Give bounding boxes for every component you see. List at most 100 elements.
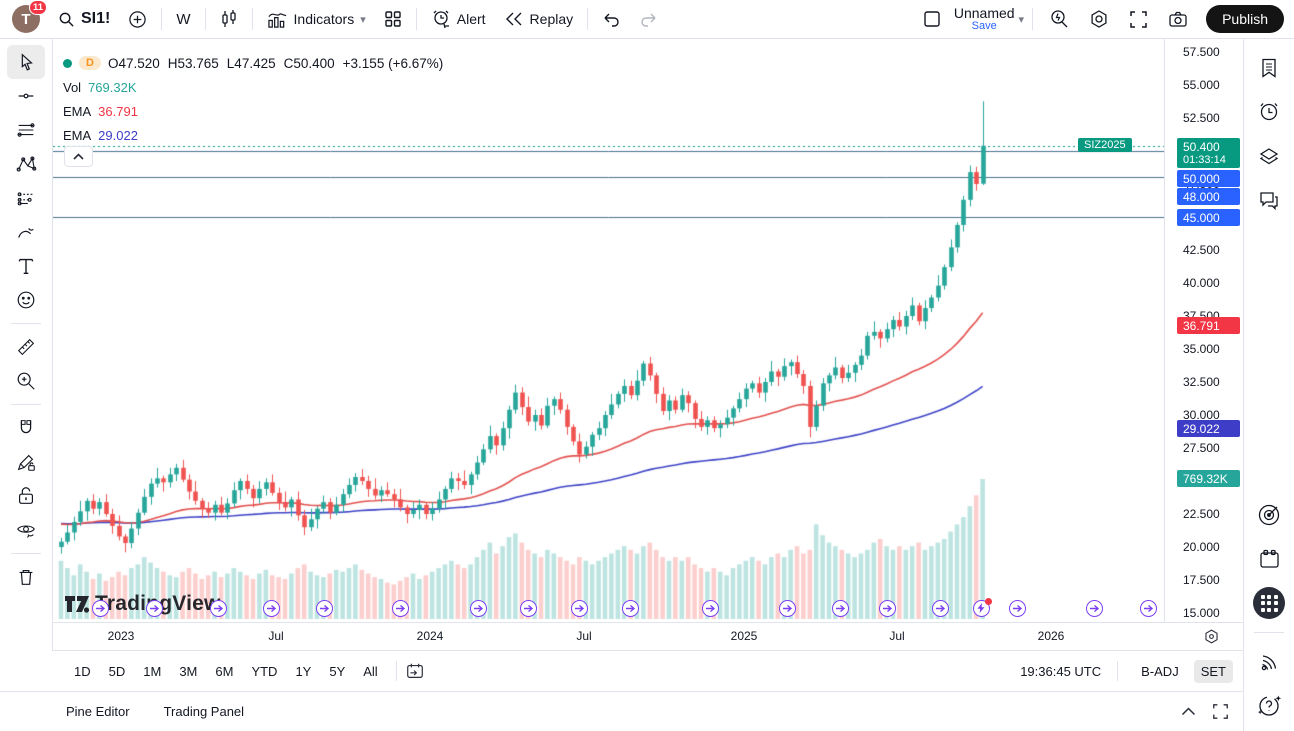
range-5d[interactable]: 5D	[108, 663, 126, 679]
trading-panel-tab[interactable]: Trading Panel	[163, 704, 245, 719]
tradingview-watermark: TradingView	[64, 592, 221, 616]
rollover-marker-current[interactable]	[972, 597, 992, 617]
rollover-marker[interactable]	[519, 599, 537, 617]
session-toggle[interactable]: SET	[1193, 659, 1233, 683]
time-axis[interactable]: 2023 Jul 2024 Jul 2025 Jul 2026	[53, 622, 1243, 650]
tool-zoom-in[interactable]	[7, 364, 45, 398]
range-1y[interactable]: 1Y	[295, 663, 312, 679]
rollover-marker[interactable]	[262, 599, 280, 617]
tool-fib-lines[interactable]	[7, 113, 45, 147]
tool-hide-drawings[interactable]	[7, 513, 45, 547]
alert-clock-icon	[431, 9, 451, 29]
tool-brush[interactable]	[7, 215, 45, 249]
date-range-toolbar: 1D 5D 1M 3M 6M YTD 1Y 5Y All 19:36:45 UTC B-ADJ …	[0, 650, 1243, 691]
clock-utc[interactable]: 19:36:45 UTC	[1020, 663, 1102, 679]
expand-panel-chevron-icon[interactable]	[1181, 707, 1196, 716]
rollover-marker[interactable]	[91, 599, 109, 617]
rollover-marker[interactable]	[701, 599, 719, 617]
tool-lock-all[interactable]	[7, 479, 45, 513]
collapse-lines-button[interactable]	[64, 146, 93, 167]
rollover-marker[interactable]	[145, 599, 163, 617]
rollover-marker[interactable]	[831, 599, 849, 617]
time-tick-2026: 2026	[1037, 629, 1065, 643]
object-tree-icon[interactable]	[1249, 137, 1289, 175]
legend-ema2-row[interactable]: EMA 29.022	[63, 123, 443, 147]
chart-pane[interactable]: D O47.520 H53.765 L47.425 C50.400 +3.155 (+6…	[53, 39, 1164, 622]
price-chart-canvas[interactable]	[53, 39, 1164, 622]
alerts-icon[interactable]	[1249, 93, 1289, 131]
rollover-marker[interactable]	[469, 599, 487, 617]
price-label-50.400: 50.400 01:33:14	[1177, 138, 1240, 168]
rollover-marker[interactable]	[1008, 599, 1026, 617]
settings-button[interactable]	[1081, 5, 1117, 33]
range-5y[interactable]: 5Y	[329, 663, 346, 679]
delayed-data-badge[interactable]: D	[79, 56, 101, 70]
tool-emoji[interactable]	[7, 283, 45, 317]
interval-button[interactable]: W	[168, 7, 198, 32]
legend-main-row[interactable]: D O47.520 H53.765 L47.425 C50.400 +3.155 (+6…	[63, 51, 443, 75]
quick-search-button[interactable]	[1041, 5, 1077, 33]
compare-add-button[interactable]	[120, 6, 155, 33]
range-3m[interactable]: 3M	[179, 663, 198, 679]
pine-editor-tab[interactable]: Pine Editor	[66, 704, 130, 719]
save-link[interactable]: Save	[971, 19, 997, 32]
rollover-marker[interactable]	[621, 599, 639, 617]
chat-icon[interactable]	[1249, 181, 1289, 219]
rollover-marker[interactable]	[391, 599, 409, 617]
rollover-marker[interactable]	[209, 599, 227, 617]
indicators-icon	[267, 10, 288, 29]
tool-projection[interactable]	[7, 181, 45, 215]
rollover-marker[interactable]	[778, 599, 796, 617]
calendar-icon[interactable]	[1249, 540, 1289, 578]
layout-select-button[interactable]	[914, 5, 950, 33]
range-ytd[interactable]: YTD	[251, 663, 278, 679]
replay-icon	[504, 11, 524, 27]
rollover-marker[interactable]	[570, 599, 588, 617]
help-icon[interactable]	[1249, 687, 1289, 725]
streams-icon[interactable]	[1249, 643, 1289, 681]
chevron-down-icon[interactable]: ▾	[1018, 13, 1025, 26]
watchlist-icon[interactable]	[1249, 49, 1289, 87]
go-to-date-icon[interactable]	[405, 661, 425, 681]
tool-edit-lock[interactable]	[7, 445, 45, 479]
legend-volume-row[interactable]: Vol 769.32K	[63, 75, 443, 99]
tool-text[interactable]	[7, 249, 45, 283]
layout-name-button[interactable]: Unnamed Save	[954, 6, 1015, 32]
rollover-marker[interactable]	[1085, 599, 1103, 617]
price-label-45.000: 45.000	[1177, 209, 1240, 227]
symbol-search-button[interactable]: SI1!	[50, 6, 118, 32]
chart-style-button[interactable]	[212, 5, 246, 33]
apps-grid-icon[interactable]	[1249, 584, 1289, 622]
maximize-panel-icon[interactable]	[1212, 703, 1229, 720]
publish-button[interactable]: Publish	[1206, 5, 1284, 33]
range-1d[interactable]: 1D	[74, 663, 91, 679]
tool-magnet[interactable]	[7, 411, 45, 445]
tool-xabcd-pattern[interactable]	[7, 147, 45, 181]
range-all[interactable]: All	[363, 663, 378, 679]
tool-cursor[interactable]	[7, 45, 45, 79]
rollover-marker[interactable]	[1139, 599, 1157, 617]
tool-trend-line[interactable]	[7, 79, 45, 113]
undo-button[interactable]	[594, 8, 629, 31]
hotlists-icon[interactable]	[1249, 496, 1289, 534]
layout-grid-button[interactable]	[376, 6, 410, 32]
snapshot-button[interactable]	[1160, 6, 1196, 32]
rollover-marker[interactable]	[878, 599, 896, 617]
replay-button[interactable]: Replay	[496, 7, 582, 31]
range-1m[interactable]: 1M	[143, 663, 162, 679]
user-avatar[interactable]: T 11	[12, 0, 47, 33]
tool-ruler[interactable]	[7, 330, 45, 364]
range-6m[interactable]: 6M	[215, 663, 234, 679]
adjustment-toggle[interactable]: B-ADJ	[1141, 663, 1179, 679]
tool-remove-drawings[interactable]	[7, 560, 45, 594]
axis-settings-icon[interactable]	[1203, 628, 1220, 650]
redo-button[interactable]	[631, 8, 666, 31]
indicators-label: Indicators	[293, 11, 355, 27]
rollover-marker[interactable]	[315, 599, 333, 617]
indicators-button[interactable]: Indicators ▾	[259, 6, 374, 33]
fullscreen-button[interactable]	[1121, 6, 1156, 33]
alert-button[interactable]: Alert	[423, 5, 494, 33]
price-axis[interactable]: 57.50055.00052.50050.00047.50045.00042.5…	[1164, 39, 1243, 622]
legend-ema1-row[interactable]: EMA 36.791	[63, 99, 443, 123]
rollover-marker[interactable]	[931, 599, 949, 617]
